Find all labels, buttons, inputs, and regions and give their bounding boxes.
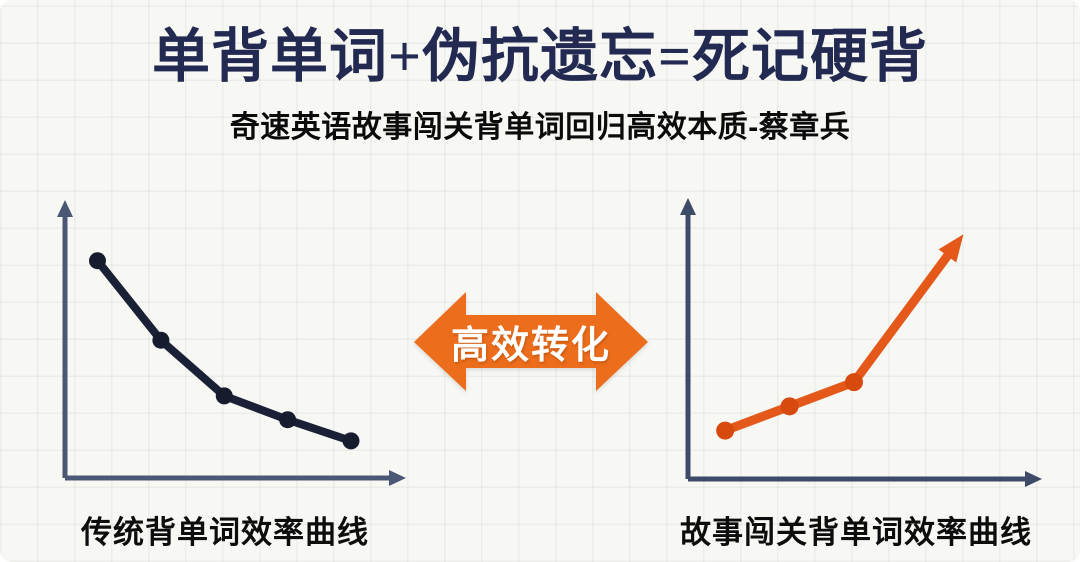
- x-axis-arrow-icon: [389, 470, 406, 486]
- double-arrow-icon: [414, 292, 648, 391]
- data-point: [716, 421, 735, 440]
- data-point: [279, 411, 297, 429]
- right-chart-label: 故事闯关背单词效率曲线: [680, 515, 1032, 550]
- page-title: 单背单词+伪抗遗忘=死记硬背: [151, 24, 929, 89]
- y-axis-arrow-icon: [57, 200, 73, 217]
- page-subtitle: 奇速英语故事闯关背单词回归高效本质-蔡章兵: [229, 111, 851, 144]
- data-point: [844, 373, 863, 392]
- story-efficiency-chart: [680, 198, 1042, 487]
- efficiency-line: [93, 256, 355, 445]
- data-point: [152, 331, 170, 349]
- transfer-arrow: [414, 292, 648, 391]
- data-point: [780, 397, 799, 416]
- efficiency-line: [720, 244, 958, 436]
- traditional-efficiency-chart: [57, 200, 406, 486]
- data-point: [215, 387, 233, 405]
- data-points: [89, 252, 360, 450]
- data-point: [342, 432, 360, 450]
- trend-arrow-icon: [938, 234, 964, 263]
- x-axis-arrow-icon: [1025, 471, 1042, 487]
- data-point: [89, 252, 106, 270]
- left-chart-label: 传统背单词效率曲线: [81, 515, 369, 550]
- data-points: [716, 373, 863, 440]
- transfer-arrow-label: 高效转化: [450, 325, 611, 367]
- y-axis-arrow-icon: [680, 198, 696, 215]
